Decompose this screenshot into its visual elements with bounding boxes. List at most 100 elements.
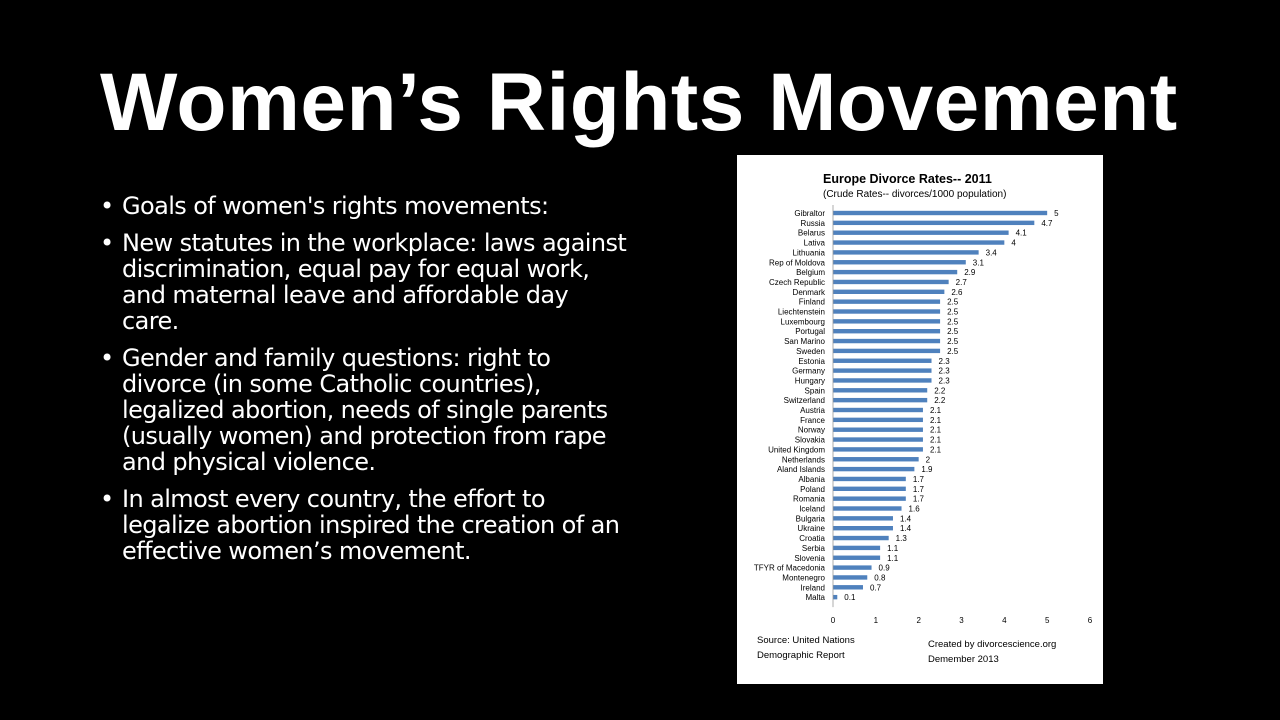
bullet-item: • New statutes in the workplace: laws aga…	[100, 230, 630, 334]
bar	[833, 535, 889, 541]
category-label: Czech Republic	[769, 278, 825, 287]
bullet-list: • Goals of women's rights movements: • New …	[100, 193, 630, 575]
value-label: 4.7	[1041, 219, 1053, 228]
value-label: 1.7	[913, 495, 925, 504]
value-label: 2.2	[934, 386, 946, 395]
value-label: 1.7	[913, 475, 925, 484]
category-label: United Kingdom	[768, 445, 825, 454]
category-label: Russia	[801, 219, 826, 228]
value-label: 2.1	[930, 436, 942, 445]
bars-layer: Gibraltor 5 Russia 4.7 Belarus 4.1 Lativa 4 Lith…	[754, 209, 1059, 602]
chart-title: Europe Divorce Rates-- 2011	[823, 172, 992, 186]
category-label: Luxembourg	[781, 317, 825, 326]
category-label: Lativa	[804, 239, 826, 248]
bar	[833, 594, 838, 600]
bar	[833, 555, 881, 560]
bar	[833, 358, 932, 363]
category-label: Estonia	[798, 357, 825, 366]
bar	[833, 486, 906, 491]
category-label: Poland	[800, 485, 825, 494]
value-label: 1.3	[896, 534, 908, 543]
bar	[833, 289, 945, 294]
x-tick-label: 5	[1045, 616, 1050, 625]
bar	[833, 407, 923, 413]
bar	[833, 447, 923, 452]
category-label: Austria	[800, 406, 825, 415]
category-label: Portugal	[795, 327, 825, 336]
bar	[833, 476, 906, 482]
category-label: TFYR of Macedonia	[754, 564, 826, 573]
category-label: Rep of Moldova	[769, 258, 826, 267]
value-label: 1.4	[900, 514, 912, 523]
bar	[833, 397, 928, 403]
value-label: 2.6	[951, 288, 963, 297]
bar	[833, 368, 932, 373]
value-label: 2.3	[939, 367, 951, 376]
category-label: Spain	[805, 386, 825, 395]
bar	[833, 575, 868, 580]
slide-title: Women’s Rights Movement	[100, 57, 1178, 148]
value-label: 2.1	[930, 406, 942, 415]
category-label: Albania	[798, 475, 825, 484]
value-label: 3.4	[986, 248, 998, 257]
bar	[833, 299, 941, 304]
x-tick-label: 1	[874, 616, 879, 625]
bullet-text: Goals of women's rights movements:	[122, 192, 549, 220]
bar	[833, 319, 941, 324]
bar	[833, 230, 1009, 235]
bullet-item: • Goals of women's rights movements:	[100, 193, 630, 219]
category-label: Denmark	[793, 288, 826, 297]
category-label: Montenegro	[782, 573, 825, 582]
bar	[833, 565, 872, 570]
bar	[833, 269, 958, 275]
category-label: Hungary	[795, 376, 825, 385]
bar	[833, 457, 919, 462]
x-tick-label: 2	[916, 616, 921, 625]
bullet-dot-icon: •	[100, 485, 114, 513]
bar	[833, 220, 1035, 226]
category-label: Finland	[799, 298, 825, 307]
value-label: 2.7	[956, 278, 968, 287]
bar	[833, 516, 893, 521]
value-label: 2.5	[947, 347, 959, 356]
bar	[833, 329, 941, 334]
value-label: 1.9	[921, 465, 933, 474]
value-label: 0.1	[844, 593, 856, 602]
bullet-text: In almost every country, the effort to l…	[122, 485, 620, 565]
value-label: 2.5	[947, 317, 959, 326]
credit-note-line-1: Created by divorcescience.org	[928, 639, 1056, 650]
category-label: San Marino	[784, 337, 825, 346]
value-label: 2.5	[947, 308, 959, 317]
x-tick-label: 6	[1088, 616, 1093, 625]
category-label: Romania	[793, 495, 826, 504]
chart-svg: Europe Divorce Rates-- 2011 (Crude Rates…	[754, 172, 1093, 665]
bullet-text: Gender and family questions: right to di…	[122, 344, 608, 476]
category-label: Slovakia	[795, 436, 826, 445]
bar	[833, 309, 941, 314]
value-label: 2.3	[939, 376, 951, 385]
bar	[833, 240, 1005, 245]
bullet-item: • Gender and family questions: right to d…	[100, 345, 630, 475]
bar	[833, 417, 923, 423]
value-label: 1.4	[900, 524, 912, 533]
bar	[833, 466, 915, 472]
category-label: Belgium	[796, 268, 825, 277]
x-tick-label: 4	[1002, 616, 1007, 625]
value-label: 1.1	[887, 554, 899, 563]
category-label: Switzerland	[784, 396, 825, 405]
value-label: 2.1	[930, 445, 942, 454]
bar	[833, 388, 928, 393]
category-label: Ireland	[801, 583, 825, 592]
value-label: 1.6	[909, 505, 921, 514]
bar	[833, 526, 893, 531]
category-label: Lithuania	[793, 248, 826, 257]
value-label: 2.5	[947, 298, 959, 307]
category-label: Bulgaria	[796, 514, 826, 523]
category-label: Aland Islands	[777, 465, 825, 474]
value-label: 2.5	[947, 327, 959, 336]
bullet-item: • In almost every country, the effort to …	[100, 486, 630, 564]
category-label: France	[800, 416, 825, 425]
value-label: 2.9	[964, 268, 976, 277]
value-label: 0.9	[879, 564, 891, 573]
category-label: Iceland	[799, 505, 825, 514]
